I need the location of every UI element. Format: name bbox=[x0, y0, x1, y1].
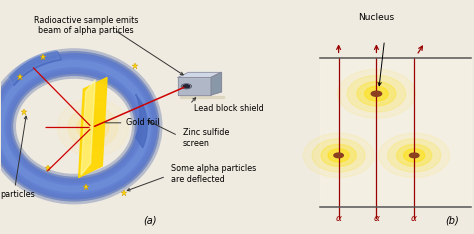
Circle shape bbox=[334, 153, 343, 158]
Text: Gold foil: Gold foil bbox=[126, 118, 159, 127]
Polygon shape bbox=[178, 72, 221, 77]
Text: particles: particles bbox=[0, 190, 36, 199]
Ellipse shape bbox=[379, 133, 449, 178]
Ellipse shape bbox=[77, 114, 109, 141]
Polygon shape bbox=[9, 51, 60, 84]
Text: Lead block shield: Lead block shield bbox=[194, 104, 264, 113]
Polygon shape bbox=[178, 77, 211, 95]
Ellipse shape bbox=[321, 144, 356, 166]
Ellipse shape bbox=[57, 98, 128, 157]
Polygon shape bbox=[81, 80, 95, 175]
Ellipse shape bbox=[388, 139, 441, 172]
Circle shape bbox=[410, 153, 419, 158]
Ellipse shape bbox=[404, 149, 425, 162]
Polygon shape bbox=[319, 58, 471, 207]
Text: $\alpha$: $\alpha$ bbox=[373, 214, 380, 223]
Text: Radioactive sample emits
beam of alpha particles: Radioactive sample emits beam of alpha p… bbox=[34, 16, 138, 35]
Polygon shape bbox=[136, 94, 147, 148]
Ellipse shape bbox=[365, 86, 388, 101]
Ellipse shape bbox=[347, 75, 406, 112]
Text: (b): (b) bbox=[445, 215, 459, 225]
Text: $\alpha$: $\alpha$ bbox=[335, 214, 343, 223]
Ellipse shape bbox=[68, 107, 118, 148]
Ellipse shape bbox=[357, 81, 396, 106]
Polygon shape bbox=[211, 72, 221, 95]
Ellipse shape bbox=[328, 149, 349, 162]
Polygon shape bbox=[79, 77, 107, 177]
Circle shape bbox=[183, 85, 190, 88]
Text: Nucleus: Nucleus bbox=[358, 14, 394, 22]
Ellipse shape bbox=[337, 69, 415, 118]
Polygon shape bbox=[10, 52, 61, 86]
Circle shape bbox=[371, 91, 382, 96]
Ellipse shape bbox=[303, 133, 374, 178]
Text: Some alpha particles
are deflected: Some alpha particles are deflected bbox=[171, 164, 256, 184]
Text: $\alpha$: $\alpha$ bbox=[410, 214, 418, 223]
Text: Zinc sulfide
screen: Zinc sulfide screen bbox=[182, 128, 229, 148]
Polygon shape bbox=[180, 96, 224, 98]
Ellipse shape bbox=[312, 139, 365, 172]
Text: (a): (a) bbox=[143, 215, 156, 225]
Ellipse shape bbox=[397, 144, 432, 166]
